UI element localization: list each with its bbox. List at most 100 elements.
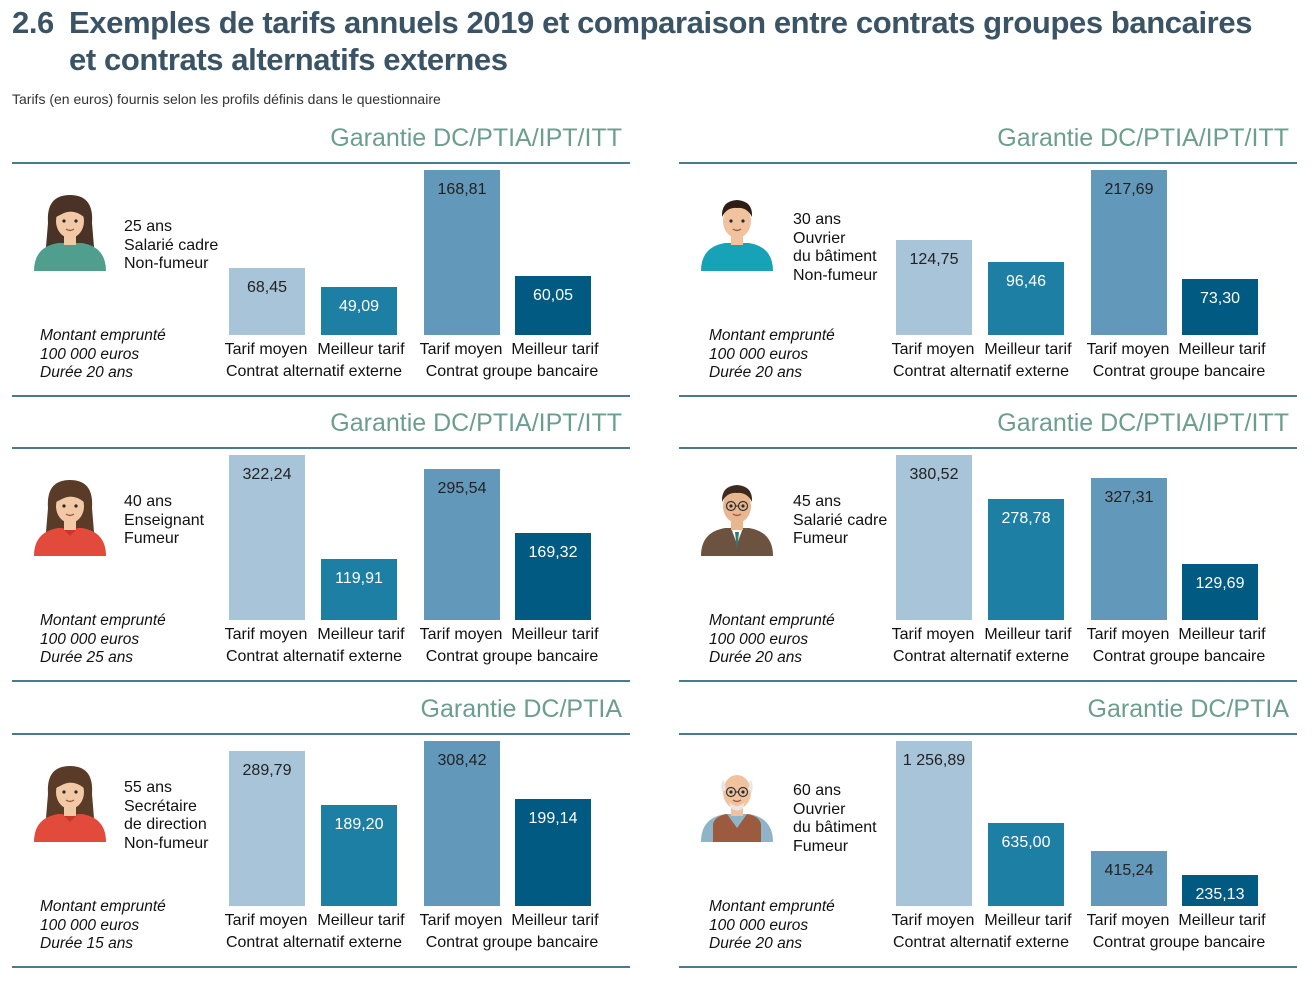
- divider: [679, 395, 1297, 397]
- bar: [321, 559, 397, 620]
- loan-line: 100 000 euros: [40, 630, 140, 648]
- loan-line: 100 000 euros: [40, 916, 140, 934]
- profile-line: de direction: [124, 816, 207, 833]
- profile-description: 60 ans Ouvrier du bâtiment Fumeur: [793, 782, 877, 856]
- bar-chart: 68,45 49,09 168,81 60,05: [229, 170, 591, 335]
- bar-value-label: 68,45: [247, 279, 287, 296]
- profile-line: Ouvrier: [793, 229, 846, 247]
- category-label: Meilleur tarif: [511, 626, 599, 643]
- loan-line: 100 000 euros: [709, 345, 809, 363]
- category-label: Tarif moyen: [419, 341, 503, 358]
- profile-line: Non-fumeur: [124, 834, 209, 852]
- category-label: Meilleur tarif: [511, 912, 599, 929]
- bar-value-label: 295,54: [438, 480, 487, 497]
- category-label: Meilleur tarif: [1178, 341, 1266, 358]
- profile-description: 30 ans Ouvrier du bâtiment Non-fumeur: [793, 211, 877, 285]
- profile-panel: Garantie DC/PTIA/IPT/ITT 45 ans Salarié ca…: [679, 408, 1297, 693]
- loan-details: Montant emprunté 100 000 euros Durée 25 an…: [40, 612, 166, 668]
- category-label: Tarif moyen: [224, 912, 308, 929]
- profile-line: 55 ans: [124, 779, 173, 796]
- bar: [896, 455, 972, 620]
- profile-line: Salarié cadre: [793, 511, 888, 529]
- group-label: Contrat alternatif externe: [892, 934, 1070, 951]
- bar: [424, 741, 500, 906]
- profile-line: du bâtiment: [793, 248, 877, 265]
- bar-value-label: 168,81: [438, 181, 487, 198]
- bar-value-label: 235,13: [1196, 886, 1245, 903]
- divider: [12, 680, 630, 682]
- bar: [1091, 851, 1167, 906]
- bar-value-label: 217,69: [1105, 181, 1154, 198]
- bar: [1182, 279, 1258, 335]
- profile-line: du bâtiment: [793, 819, 877, 836]
- category-label: Meilleur tarif: [317, 341, 405, 358]
- bar-value-label: 380,52: [910, 466, 959, 483]
- group-label: Contrat groupe bancaire: [1092, 934, 1266, 951]
- section-number: 2.6: [12, 5, 54, 40]
- loan-details: Montant emprunté 100 000 euros Durée 20 an…: [709, 612, 835, 668]
- page-title: 2.6 Exemples de tarifs annuels 2019 et co…: [12, 4, 1252, 78]
- loan-line: Montant emprunté: [709, 898, 835, 915]
- title-line-2: et contrats alternatifs externes: [69, 42, 508, 77]
- bar: [896, 741, 972, 906]
- category-label: Tarif moyen: [891, 626, 975, 643]
- bar: [1182, 875, 1258, 906]
- bar-value-label: 169,32: [529, 544, 578, 561]
- bar-value-label: 119,91: [335, 570, 383, 587]
- bar: [424, 170, 500, 335]
- bar: [988, 499, 1064, 620]
- divider: [12, 447, 630, 449]
- category-label: Meilleur tarif: [984, 912, 1072, 929]
- profile-panel: Garantie DC/PTIA 60 ans Ouvrier du bâtiment…: [679, 694, 1297, 979]
- profile-description: 40 ans Enseignant Fumeur: [124, 493, 204, 549]
- loan-line: Montant emprunté: [709, 327, 835, 344]
- profile-line: Fumeur: [793, 837, 849, 855]
- loan-details: Montant emprunté 100 000 euros Durée 20 an…: [40, 327, 166, 383]
- bar-value-label: 289,79: [243, 762, 292, 779]
- profile-panel: Garantie DC/PTIA 55 ans Secrétaire de direc…: [12, 694, 630, 979]
- group-label: Contrat groupe bancaire: [425, 648, 599, 665]
- profile-panel: Garantie DC/PTIA/IPT/ITT 25 ans Salarié ca…: [12, 123, 630, 408]
- woman-green-top-icon: [28, 187, 112, 276]
- title-line-1: Exemples de tarifs annuels 2019 et compa…: [69, 5, 1253, 40]
- loan-line: Durée 20 ans: [40, 364, 134, 381]
- profile-panel: Garantie DC/PTIA/IPT/ITT 30 ans Ouvrier du …: [679, 123, 1297, 408]
- page-subtitle: Tarifs (en euros) fournis selon les prof…: [12, 91, 441, 107]
- category-label: Tarif moyen: [1086, 341, 1170, 358]
- bar-chart: 322,24 119,91 295,54 169,32: [229, 455, 591, 620]
- category-label: Tarif moyen: [891, 341, 975, 358]
- category-label: Meilleur tarif: [1178, 912, 1266, 929]
- divider: [12, 395, 630, 397]
- bar: [896, 240, 972, 335]
- profile-line: 45 ans: [793, 493, 842, 510]
- profile-line: Non-fumeur: [793, 266, 878, 284]
- bar: [515, 533, 591, 620]
- guarantee-title: Garantie DC/PTIA/IPT/ITT: [997, 409, 1289, 437]
- loan-line: Montant emprunté: [709, 612, 835, 629]
- guarantee-title: Garantie DC/PTIA/IPT/ITT: [330, 124, 622, 152]
- profile-line: 30 ans: [793, 211, 842, 228]
- bar-chart: 289,79 189,20 308,42 199,14: [229, 741, 591, 906]
- divider: [12, 162, 630, 164]
- bar: [229, 455, 305, 620]
- bar: [515, 276, 591, 335]
- bar: [321, 287, 397, 335]
- profile-description: 45 ans Salarié cadre Fumeur: [793, 493, 887, 549]
- bar-value-label: 124,75: [910, 251, 959, 268]
- guarantee-title: Garantie DC/PTIA/IPT/ITT: [330, 409, 622, 437]
- profile-line: Ouvrier: [793, 800, 846, 818]
- divider: [679, 162, 1297, 164]
- profile-line: Enseignant: [124, 511, 205, 529]
- group-label: Contrat alternatif externe: [892, 363, 1070, 380]
- divider: [679, 447, 1297, 449]
- bar-value-label: 308,42: [438, 752, 487, 769]
- bar-value-label: 73,30: [1200, 290, 1240, 307]
- elderly-man-vest-icon: [695, 758, 779, 847]
- profile-description: 55 ans Secrétaire de direction Non-fumeur: [124, 779, 208, 853]
- bar-value-label: 278,78: [1002, 510, 1051, 527]
- loan-line: Durée 15 ans: [40, 935, 134, 952]
- bar-value-label: 49,09: [339, 298, 379, 315]
- guarantee-title: Garantie DC/PTIA/IPT/ITT: [997, 124, 1289, 152]
- bar: [1182, 564, 1258, 620]
- loan-line: Montant emprunté: [40, 612, 166, 629]
